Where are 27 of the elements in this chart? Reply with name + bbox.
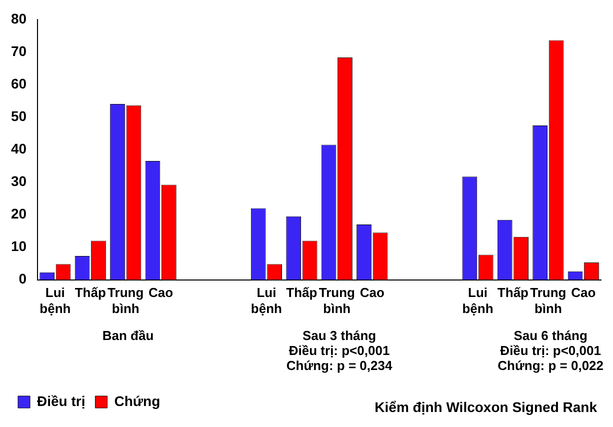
x-tick-label: Cao [360, 285, 384, 300]
y-tick-label: 40 [10, 140, 27, 156]
y-tick-label: 30 [10, 173, 27, 190]
y-tick-label: 0 [18, 270, 27, 287]
x-tick-label: Trung bình [318, 285, 356, 316]
y-tick-label: 10 [10, 238, 27, 254]
x-tick-label: Thấp [497, 285, 529, 300]
legend-label: Điều trị [37, 392, 86, 409]
text: Sau 3 tháng Điều trị: p<0,001 Chứng: p = 0,234 [286, 328, 393, 373]
y-tick-label: 20 [10, 206, 27, 222]
x-tick-label: Trung bình [530, 285, 566, 316]
x-tick-label: Lui bệnh [462, 285, 494, 316]
x-tick-label: Cao [148, 285, 174, 300]
x-tick-label: Thấp [74, 285, 106, 300]
x-tick-label: Thấp [286, 285, 318, 300]
text: Kiểm định Wilcoxon Signed Rank [374, 399, 597, 415]
x-tick-label: Lui bệnh [40, 285, 71, 316]
y-tick-label: 50 [10, 108, 27, 124]
y-tick-label: 60 [10, 75, 27, 92]
text: Sau 6 tháng Điều trị: p<0,001 Chứng: p = 0,022 [498, 328, 604, 373]
y-tick-label: 70 [10, 42, 27, 59]
y-tick-label: 80 [10, 10, 27, 26]
legend-label: Chứng [114, 392, 160, 409]
x-tick-label: Trung bình [108, 285, 144, 316]
text: Ban đầu [102, 328, 154, 343]
x-tick-label: Cao [571, 285, 596, 300]
x-tick-label: Lui bệnh [250, 285, 282, 316]
